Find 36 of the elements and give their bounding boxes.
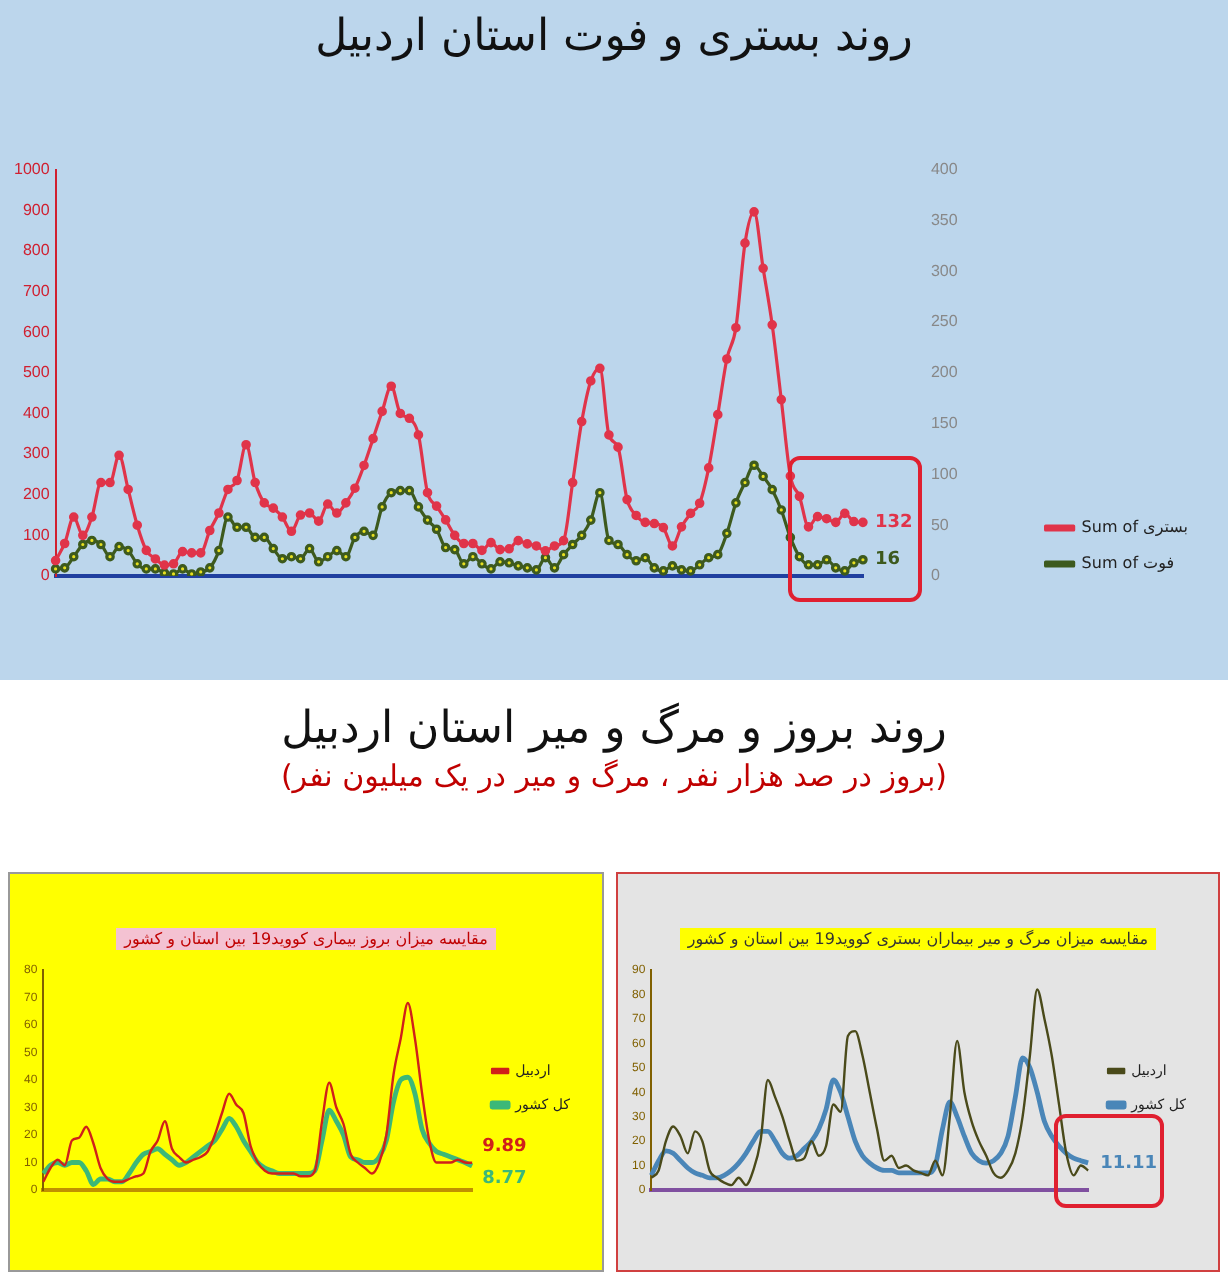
y-tick-label: 0 <box>40 566 51 585</box>
data-label: 132 <box>874 513 913 534</box>
y-tick-label: 400 <box>22 403 51 422</box>
y2-tick-label: 50 <box>930 515 950 534</box>
line-series <box>42 1001 474 1183</box>
text: روند بروز و مرگ و میر استان اردبیل <box>279 704 949 754</box>
y2-tick-label: 300 <box>930 261 959 280</box>
y2-tick-label: 100 <box>930 464 959 483</box>
y2-tick-label: 200 <box>930 363 959 382</box>
y2-tick-label: 350 <box>930 210 959 229</box>
data-label: 9.89 <box>482 1137 527 1158</box>
chart-title: روند بستری و فوت استان اردبیل <box>313 12 915 62</box>
y2-tick-label: 0 <box>930 566 941 585</box>
data-label: 11.11 <box>1100 1153 1158 1174</box>
y-tick-label: 600 <box>22 322 51 341</box>
line-series <box>40 1074 475 1187</box>
data-label: 8.77 <box>482 1168 527 1189</box>
y2-tick-label: 400 <box>930 160 959 179</box>
y-tick-label: 100 <box>22 525 51 544</box>
y-tick-label: 1000 <box>14 160 51 179</box>
y2-tick-label: 250 <box>930 312 959 331</box>
legend-label: Sum of بستری <box>1081 518 1189 537</box>
y-tick-label: 500 <box>22 363 51 382</box>
legend-label: Sum of فوت <box>1081 554 1175 573</box>
y-tick-label: 900 <box>22 200 51 219</box>
y-tick-label: 300 <box>22 444 51 463</box>
y-tick-label: 200 <box>22 485 51 504</box>
y2-tick-label: 150 <box>930 414 959 433</box>
chart-title: مقایسه میزان مرگ و میر بیماران بستری کووید19 بین استان و کشور <box>679 928 1157 950</box>
chart-title: مقایسه میزان بروز بیماری کووید19 بین استان و کشور <box>116 928 496 950</box>
line-series <box>648 1055 1091 1181</box>
line-series <box>650 988 1090 1187</box>
text: (بروز در صد هزار نفر ، مرگ و میر در یک میلیون نفر) <box>278 758 950 794</box>
y-tick-label: 700 <box>22 281 51 300</box>
y-tick-label: 800 <box>22 241 51 260</box>
data-label: 16 <box>874 550 900 571</box>
